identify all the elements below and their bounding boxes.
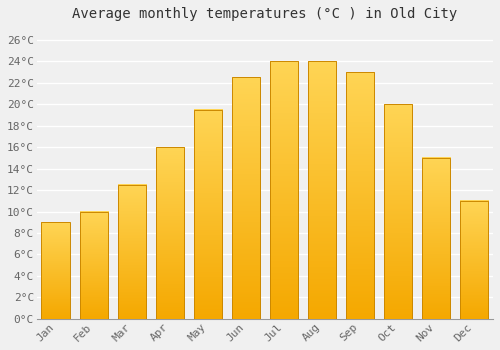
Bar [460, 201, 488, 319]
Bar [80, 211, 108, 319]
Bar [422, 158, 450, 319]
Bar [270, 61, 298, 319]
Bar [232, 77, 260, 319]
Bar [42, 222, 70, 319]
Bar [118, 185, 146, 319]
Bar [156, 147, 184, 319]
Bar [384, 104, 412, 319]
Bar [308, 61, 336, 319]
Title: Average monthly temperatures (°C ) in Old City: Average monthly temperatures (°C ) in Ol… [72, 7, 458, 21]
Bar [194, 110, 222, 319]
Bar [346, 72, 374, 319]
